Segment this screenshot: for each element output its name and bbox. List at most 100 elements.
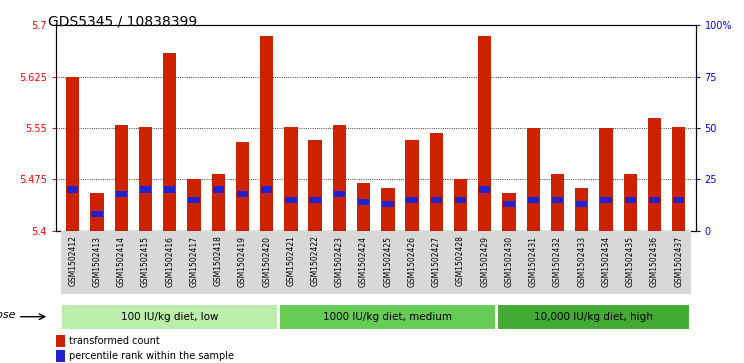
Bar [187, 179, 201, 231]
Bar [400, 231, 424, 294]
Bar [551, 174, 564, 231]
Text: GSM1502426: GSM1502426 [408, 236, 417, 286]
Text: GSM1502424: GSM1502424 [359, 236, 368, 286]
Bar [67, 187, 78, 192]
Bar [188, 197, 199, 203]
Bar [376, 231, 400, 294]
Text: GSM1502429: GSM1502429 [481, 236, 490, 286]
Bar [56, 350, 65, 362]
Bar [502, 193, 516, 231]
Text: 100 IU/kg diet, low: 100 IU/kg diet, low [121, 312, 219, 322]
Bar [182, 231, 206, 294]
Bar [139, 127, 152, 231]
Bar [424, 231, 449, 294]
Bar [570, 231, 594, 294]
Bar [279, 231, 303, 294]
Bar [673, 197, 684, 203]
Text: GSM1502417: GSM1502417 [190, 236, 199, 286]
Bar [310, 197, 321, 203]
Bar [431, 197, 442, 203]
Bar [478, 36, 492, 231]
Text: GSM1502416: GSM1502416 [165, 236, 174, 286]
Bar [552, 197, 563, 203]
Text: GSM1502415: GSM1502415 [141, 236, 150, 286]
Text: GSM1502431: GSM1502431 [529, 236, 538, 286]
Text: GSM1502434: GSM1502434 [601, 236, 611, 287]
Bar [545, 231, 570, 294]
Bar [211, 175, 225, 231]
Text: GSM1502430: GSM1502430 [504, 236, 513, 287]
Bar [358, 199, 369, 205]
Bar [284, 127, 298, 231]
Bar [140, 187, 151, 192]
Bar [56, 335, 65, 347]
Text: GDS5345 / 10838399: GDS5345 / 10838399 [48, 15, 198, 29]
Bar [164, 187, 176, 192]
Bar [575, 188, 589, 231]
Bar [163, 53, 176, 231]
Bar [260, 36, 273, 231]
Text: GSM1502436: GSM1502436 [650, 236, 659, 287]
Bar [206, 231, 231, 294]
Bar [672, 127, 685, 231]
Bar [429, 133, 443, 231]
Text: GSM1502433: GSM1502433 [577, 236, 586, 287]
Bar [158, 231, 182, 294]
Bar [285, 197, 297, 203]
Bar [576, 201, 588, 207]
Text: GSM1502432: GSM1502432 [553, 236, 562, 286]
Bar [115, 191, 127, 197]
Bar [497, 231, 521, 294]
Text: GSM1502419: GSM1502419 [238, 236, 247, 286]
Bar [61, 231, 85, 294]
Bar [618, 231, 642, 294]
Bar [649, 197, 660, 203]
Bar [624, 197, 636, 203]
Bar [382, 201, 394, 207]
Bar [327, 231, 351, 294]
Bar [85, 231, 109, 294]
Bar [600, 128, 612, 231]
Bar [66, 77, 80, 231]
Bar [527, 128, 540, 231]
Bar [115, 125, 128, 231]
Bar [92, 211, 103, 217]
Text: GSM1502437: GSM1502437 [674, 236, 683, 287]
Bar [213, 187, 224, 192]
Bar [479, 187, 490, 192]
Text: 10,000 IU/kg diet, high: 10,000 IU/kg diet, high [534, 312, 653, 322]
Bar [303, 231, 327, 294]
Text: GSM1502420: GSM1502420 [262, 236, 271, 286]
Bar [642, 231, 667, 294]
Bar [623, 174, 637, 231]
Bar [449, 231, 472, 294]
Text: GSM1502423: GSM1502423 [335, 236, 344, 286]
Bar [236, 142, 249, 231]
Text: GSM1502412: GSM1502412 [68, 236, 77, 286]
Text: GSM1502422: GSM1502422 [311, 236, 320, 286]
FancyBboxPatch shape [61, 304, 278, 330]
Bar [237, 191, 248, 197]
Bar [405, 140, 419, 231]
Text: GSM1502414: GSM1502414 [117, 236, 126, 286]
Bar [261, 187, 272, 192]
Bar [357, 183, 371, 231]
Text: GSM1502425: GSM1502425 [383, 236, 392, 286]
Bar [109, 231, 133, 294]
Bar [504, 201, 515, 207]
Bar [594, 231, 618, 294]
FancyBboxPatch shape [498, 304, 690, 330]
Bar [455, 197, 466, 203]
Bar [527, 197, 539, 203]
Text: GSM1502428: GSM1502428 [456, 236, 465, 286]
Text: dose: dose [0, 310, 16, 320]
Text: GSM1502435: GSM1502435 [626, 236, 635, 287]
Bar [521, 231, 545, 294]
Bar [472, 231, 497, 294]
Bar [351, 231, 376, 294]
Text: 1000 IU/kg diet, medium: 1000 IU/kg diet, medium [324, 312, 452, 322]
Bar [231, 231, 254, 294]
Bar [90, 193, 103, 231]
Text: GSM1502421: GSM1502421 [286, 236, 295, 286]
Bar [309, 140, 322, 231]
